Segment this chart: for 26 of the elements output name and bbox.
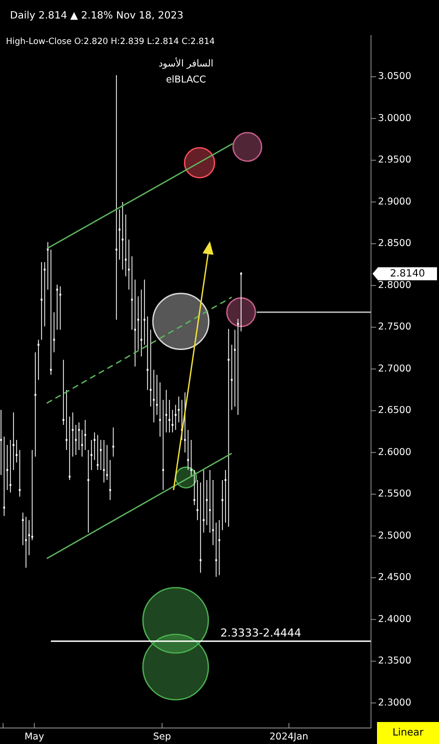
y-tick-label: 2.9000 xyxy=(378,196,412,208)
y-tick-label: 2.4000 xyxy=(378,614,412,625)
y-tick-label: 2.9500 xyxy=(378,154,412,166)
y-tick-label: 2.3500 xyxy=(378,656,412,667)
annotation: 2.3333-2.4444 xyxy=(220,626,302,640)
text: Linear xyxy=(392,728,424,738)
annotation: السافر الأسود xyxy=(158,56,214,70)
chart-subtitle: High-Low-Close O:2.820 H:2.839 L:2.814 C:2.814 xyxy=(6,37,215,47)
y-tick-label: 2.5500 xyxy=(378,488,412,500)
text: 2.8140 xyxy=(390,268,425,280)
y-tick-label: 2.7000 xyxy=(378,363,412,374)
y-tick-label: 3.0500 xyxy=(378,71,412,82)
x-tick-label: Sep xyxy=(153,732,172,742)
chart-title: Daily 2.814 ▲ 2.18% Nov 18, 2023 xyxy=(10,10,184,22)
y-tick-label: 2.8000 xyxy=(378,280,412,291)
y-tick-label: 2.5000 xyxy=(378,530,412,542)
annotation: elBLACC xyxy=(166,74,206,86)
y-tick-label: 2.6500 xyxy=(378,405,412,416)
x-tick-label: 2024Jan xyxy=(269,732,308,742)
y-tick-label: 2.7500 xyxy=(378,322,412,333)
y-tick-label: 2.4500 xyxy=(378,572,412,584)
y-tick-label: 2.3000 xyxy=(378,697,412,708)
x-tick-label: May xyxy=(24,732,44,742)
y-tick-label: 2.6000 xyxy=(378,446,412,458)
y-tick-label: 2.8500 xyxy=(378,238,412,250)
y-tick-label: 3.0000 xyxy=(378,112,412,124)
